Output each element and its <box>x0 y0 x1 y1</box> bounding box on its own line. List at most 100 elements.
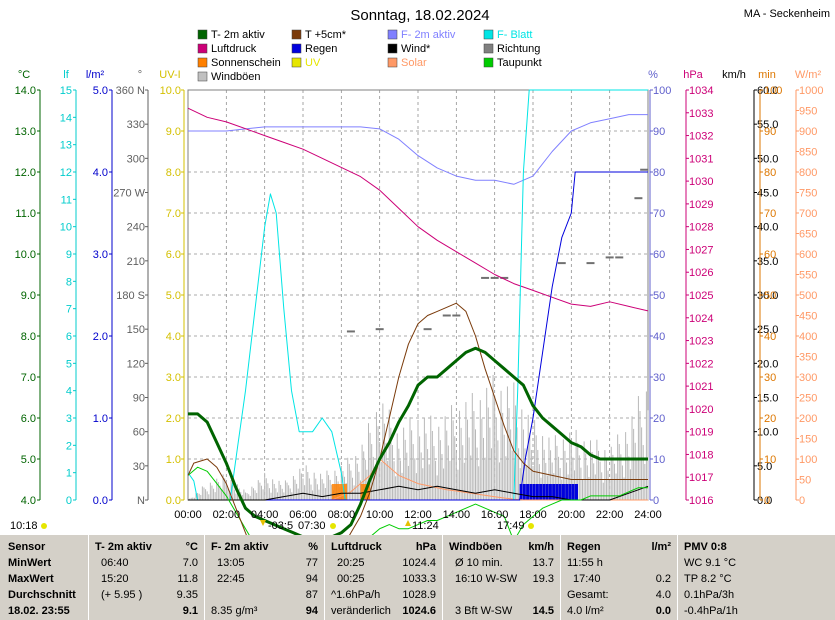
tick-label-press: 1021 <box>689 381 713 393</box>
tick-label-rain_rate: 2.0 <box>93 331 108 343</box>
x-tick-label: 06:00 <box>289 509 317 521</box>
press-max-time: 00:25 <box>337 573 365 585</box>
tick-label-deg: 30 <box>133 461 145 473</box>
legend-label-luftdruck: Luftdruck <box>211 43 257 55</box>
series-t-5cm <box>187 302 648 535</box>
tick-label-leaf: 13 <box>60 140 72 152</box>
legend-label-taupunkt: Taupunkt <box>497 57 542 69</box>
tick-label-press: 1031 <box>689 153 713 165</box>
tick-label-min: 20 <box>764 413 776 425</box>
hum-title: F- 2m aktiv <box>211 541 269 553</box>
tick-label-hum: 40 <box>653 331 665 343</box>
tick-label-wind: 25.0 <box>757 324 778 336</box>
legend-swatch-solar <box>387 57 398 68</box>
legend: T- 2m aktiv T +5cm* F- 2m aktiv F- Blatt Luf… <box>197 29 542 83</box>
tick-label-leaf: 0 <box>66 495 72 507</box>
tick-label-temp: 10.0 <box>15 249 36 261</box>
tick-label-solar: 850 <box>799 147 817 159</box>
tick-label-min: 80 <box>764 167 776 179</box>
pmv-title: PMV 0:8 <box>684 541 727 553</box>
hum-column: F- 2m aktiv % 13:05 77 22:45 94 87 8.35 … <box>205 535 324 620</box>
tick-label-min: 60 <box>764 249 776 261</box>
tick-label-min: 10 <box>764 454 776 466</box>
time-markers: 10:18 -03:5 07:30 11:24 17:49 <box>10 520 534 532</box>
row-labels: Sensor MinWert MaxWert Durchschnitt 18.0… <box>0 535 88 620</box>
tick-label-solar: 100 <box>799 454 817 466</box>
tick-label-solar: 950 <box>799 106 817 118</box>
legend-swatch-windb-en <box>197 71 208 82</box>
legend-swatch-regen <box>291 43 302 54</box>
gust-max-time: 16:10 W-SW <box>455 573 518 585</box>
tick-label-solar: 150 <box>799 434 817 446</box>
hum-min-time: 13:05 <box>217 557 245 569</box>
tick-label-deg: 180 S <box>116 290 145 302</box>
tick-label-press: 1030 <box>689 176 713 188</box>
hum-avg: 87 <box>305 589 318 601</box>
legend-label-sonnenschein: Sonnenschein <box>211 57 281 69</box>
tick-label-min: 100 <box>764 85 782 97</box>
tick-label-press: 1022 <box>689 358 713 370</box>
axis-unit-min: min <box>758 69 776 81</box>
series-solar <box>188 458 648 501</box>
tick-label-hum: 70 <box>653 208 665 220</box>
row-label-current: 18.02. 23:55 <box>8 605 70 617</box>
tick-label-min: 40 <box>764 331 776 343</box>
tick-label-hum: 0 <box>653 495 659 507</box>
hum-unit: % <box>308 541 318 553</box>
legend-swatch-richtung <box>483 43 494 54</box>
rain-bar <box>522 484 526 500</box>
tick-label-deg: 60 <box>133 427 145 439</box>
tick-label-min: 70 <box>764 208 776 220</box>
press-unit: hPa <box>415 541 436 553</box>
x-tick-label: 10:00 <box>366 509 394 521</box>
axis-unit-hum: % <box>648 69 658 81</box>
tick-label-deg: N <box>137 495 145 507</box>
tick-label-leaf: 5 <box>66 358 72 370</box>
rain-bar <box>535 484 539 500</box>
press-column: Luftdruck hPa 20:25 1024.4 00:25 1033.3 … <box>325 535 442 620</box>
axis-unit-leaf: lf <box>63 69 69 81</box>
tick-label-min: 90 <box>764 126 776 138</box>
tick-label-press: 1025 <box>689 290 713 302</box>
tick-label-temp: 12.0 <box>15 167 36 179</box>
tick-label-wind: 20.0 <box>757 358 778 370</box>
min-temp-marker: -03:5 <box>268 520 293 532</box>
rain-bar <box>568 484 572 500</box>
rain-bar <box>555 484 559 500</box>
tick-label-wind: 35.0 <box>757 256 778 268</box>
chart-title: Sonntag, 18.02.2024 <box>350 7 489 24</box>
legend-label-solar: Solar <box>401 57 427 69</box>
tick-label-press: 1024 <box>689 313 713 325</box>
rain-total-label: Gesamt: <box>567 589 609 601</box>
x-tick-label: 00:00 <box>174 509 202 521</box>
tick-label-wind: 15.0 <box>757 393 778 405</box>
rain-max: 0.2 <box>655 573 671 585</box>
rain-unit: l/m² <box>651 541 671 553</box>
rain-bar <box>539 484 543 500</box>
gust-column: Windböen km/h Ø 10 min. 13.7 16:10 W-SW … <box>443 535 560 620</box>
tick-label-deg: 360 N <box>116 85 145 97</box>
row-label-sensor: Sensor <box>8 541 46 553</box>
tick-label-press: 1017 <box>689 472 713 484</box>
gust-avg-label: Ø 10 min. <box>455 557 503 569</box>
tick-label-press: 1016 <box>689 495 713 507</box>
axis-unit-solar: W/m² <box>795 69 822 81</box>
tick-label-uv: 4.0 <box>166 331 181 343</box>
station-name: MA - Seckenheim <box>744 8 830 20</box>
x-axis: 00:00 02:00 04:00 06:00 08:00 10:00 12:00 14:00… <box>174 509 662 521</box>
tick-label-rain_rate: 3.0 <box>93 249 108 261</box>
row-label-max: MaxWert <box>8 573 54 585</box>
tick-label-deg: 330 <box>127 119 145 131</box>
gust-bft: 3 Bft W-SW <box>455 605 513 617</box>
axis-unit-temp: °C <box>18 69 30 81</box>
series-regen <box>188 171 648 501</box>
tick-label-leaf: 1 <box>66 468 72 480</box>
legend-swatch-sonnenschein <box>197 57 208 68</box>
tick-label-solar: 50 <box>799 475 811 487</box>
tick-label-uv: 8.0 <box>166 167 181 179</box>
tick-label-solar: 600 <box>799 249 817 261</box>
tick-label-uv: 9.0 <box>166 126 181 138</box>
tick-label-solar: 650 <box>799 229 817 241</box>
tick-label-wind: 50.0 <box>757 153 778 165</box>
rain-day: 4.0 l/m² <box>567 605 604 617</box>
